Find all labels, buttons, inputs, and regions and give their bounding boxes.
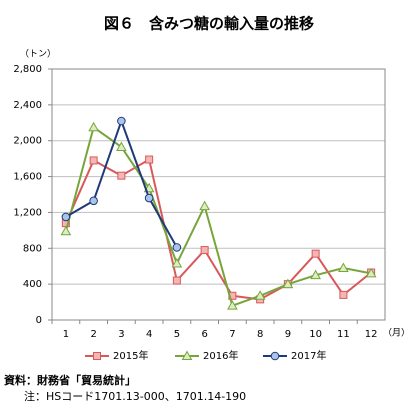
marker xyxy=(172,276,181,285)
y-tick-label: 1,600 xyxy=(13,172,42,183)
marker xyxy=(117,171,126,180)
x-tick-label: 3 xyxy=(118,329,124,340)
series-line xyxy=(64,157,372,301)
marker xyxy=(311,249,320,258)
y-tick-label: 0 xyxy=(36,315,42,326)
marker xyxy=(199,200,210,211)
y-tick-label: 2,000 xyxy=(13,136,42,147)
marker xyxy=(116,141,127,151)
marker xyxy=(338,262,349,273)
marker xyxy=(61,212,71,222)
marker xyxy=(200,246,209,255)
x-tick-label: 4 xyxy=(146,329,152,340)
marker xyxy=(339,290,348,299)
marker xyxy=(60,225,72,236)
marker xyxy=(89,196,98,206)
marker xyxy=(88,121,99,132)
marker xyxy=(145,155,154,164)
marker xyxy=(270,351,280,361)
chart-title: 図６ 含みつ糖の輸入量の推移 xyxy=(104,15,314,33)
x-tick-label: 6 xyxy=(201,329,207,340)
marker xyxy=(171,258,183,268)
note: 注：HSコード1701.13-000、1701.14-190 xyxy=(24,389,246,403)
series-line xyxy=(64,125,372,307)
legend-label: 2015年 xyxy=(113,349,148,362)
x-tick-label: 9 xyxy=(285,329,291,340)
x-tick-label: 12 xyxy=(365,329,378,340)
legend-label: 2016年 xyxy=(203,349,238,362)
marker xyxy=(93,352,101,360)
y-tick-label: 2,400 xyxy=(13,100,42,111)
marker xyxy=(117,116,126,126)
marker xyxy=(181,350,193,360)
marker xyxy=(254,290,266,300)
marker xyxy=(172,243,182,252)
marker xyxy=(365,267,377,278)
x-axis-label: （月） xyxy=(383,328,410,339)
y-tick-label: 1,200 xyxy=(13,207,42,218)
x-tick-label: 11 xyxy=(337,329,350,340)
y-axis-label: （トン） xyxy=(20,49,56,60)
marker xyxy=(227,300,238,310)
x-tick-label: 2 xyxy=(90,329,96,340)
x-tick-label: 8 xyxy=(257,329,263,340)
note: 資料：財務省「貿易統計」 xyxy=(4,373,136,387)
y-tick-label: 400 xyxy=(23,279,42,290)
y-tick-label: 2,800 xyxy=(13,64,42,75)
marker xyxy=(310,269,321,280)
marker xyxy=(282,278,294,289)
x-tick-label: 7 xyxy=(229,329,235,340)
marker xyxy=(89,156,98,165)
legend-label: 2017年 xyxy=(291,349,326,362)
marker xyxy=(144,193,154,203)
y-tick-label: 800 xyxy=(23,243,42,254)
x-tick-label: 1 xyxy=(63,329,69,340)
x-tick-label: 10 xyxy=(309,329,322,340)
x-tick-label: 5 xyxy=(174,329,180,340)
